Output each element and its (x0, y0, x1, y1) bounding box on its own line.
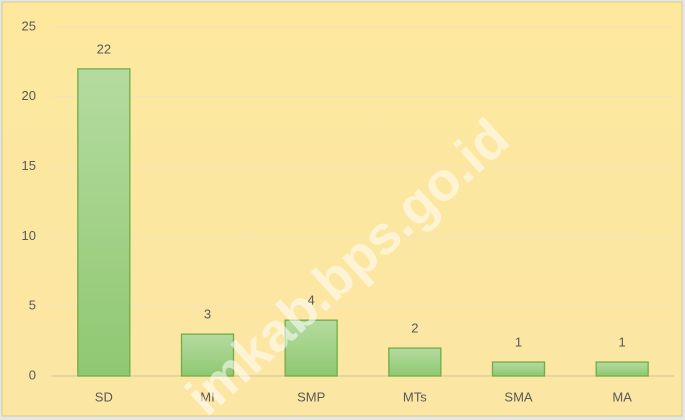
bar (180, 333, 235, 377)
x-tick-label: SMP (297, 389, 325, 404)
bar (284, 319, 338, 377)
data-label: 1 (515, 334, 522, 349)
y-tick-label: 0 (29, 367, 36, 382)
bar (595, 361, 649, 377)
data-label: 4 (308, 293, 315, 308)
data-label: 1 (619, 334, 626, 349)
x-tick-label: MTs (403, 389, 427, 404)
y-tick-label: 25 (22, 18, 36, 33)
y-tick-label: 15 (22, 158, 36, 173)
x-tick-label: SD (95, 389, 113, 404)
bar (77, 68, 131, 377)
bar (491, 361, 546, 377)
data-label: 2 (411, 321, 418, 336)
data-label: 22 (97, 41, 111, 56)
y-tick-label: 20 (22, 88, 36, 103)
x-tick-label: SMA (504, 389, 533, 404)
data-label: 3 (204, 307, 211, 322)
bar (388, 347, 442, 377)
x-tick-label: MI (200, 389, 214, 404)
y-tick-label: 10 (22, 228, 36, 243)
x-tick-label: MA (612, 389, 632, 404)
y-tick-label: 5 (29, 298, 36, 313)
